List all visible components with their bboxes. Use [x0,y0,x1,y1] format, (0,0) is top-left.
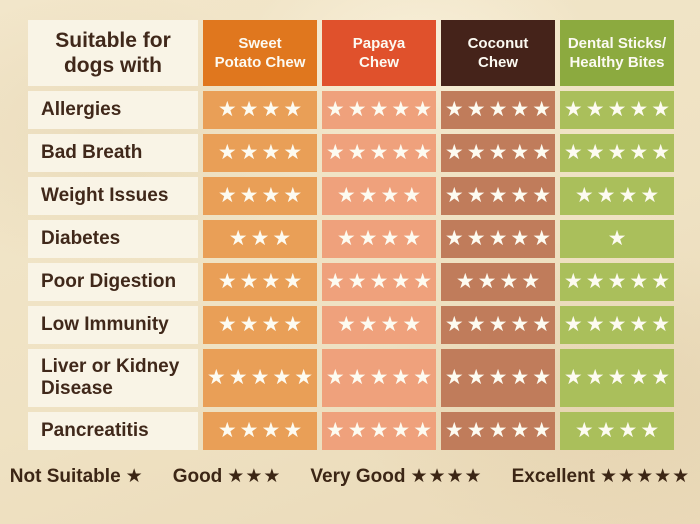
row-label: Allergies [28,91,198,129]
rating-cell-coconut-chew: ★★★★★ [441,220,555,258]
rating-cell-papaya-chew: ★★★★★ [322,91,436,129]
rating-cell-papaya-chew: ★★★★ [322,177,436,215]
star-rating: ★★★★ [217,417,306,442]
star-rating: ★★★★★ [563,139,674,164]
star-rating: ★ [607,225,630,250]
star-rating: ★★★★ [217,96,306,121]
legend-stars: ★★★★★ [600,464,691,487]
rating-cell-dental-sticks-healthy-bites: ★★★★ [560,412,674,450]
rating-cell-dental-sticks-healthy-bites: ★★★★★ [560,263,674,301]
star-rating: ★★★★★ [325,364,436,389]
rating-cell-sweet-potato-chew: ★★★ [203,220,317,258]
star-rating: ★★★★★ [325,268,436,293]
rating-cell-papaya-chew: ★★★★★ [322,349,436,407]
rating-cell-sweet-potato-chew: ★★★★ [203,177,317,215]
star-rating: ★★★★★ [563,268,674,293]
rating-cell-coconut-chew: ★★★★★ [441,349,555,407]
star-rating: ★★★★★ [444,417,555,442]
rating-cell-coconut-chew: ★★★★★ [441,134,555,172]
legend-stars: ★★★ [227,464,282,487]
legend-label: Excellent [511,466,596,487]
rating-cell-dental-sticks-healthy-bites: ★★★★★ [560,306,674,344]
legend-item: Good ★★★ [173,466,282,488]
star-rating: ★★★★ [455,268,544,293]
star-rating: ★★★★ [574,417,663,442]
star-rating: ★★★★ [336,311,425,336]
rating-cell-sweet-potato-chew: ★★★★ [203,412,317,450]
rating-cell-coconut-chew: ★★★★★ [441,91,555,129]
legend-item: Very Good ★★★★ [310,466,482,488]
rating-cell-dental-sticks-healthy-bites: ★★★★★ [560,91,674,129]
legend-label: Very Good [310,466,406,487]
star-rating: ★★★★★ [444,311,555,336]
rating-cell-papaya-chew: ★★★★ [322,220,436,258]
star-rating: ★★★★ [217,268,306,293]
star-rating: ★★★★ [336,182,425,207]
rating-cell-papaya-chew: ★★★★★ [322,412,436,450]
rating-cell-sweet-potato-chew: ★★★★ [203,91,317,129]
star-rating: ★★★★★ [325,139,436,164]
rating-cell-dental-sticks-healthy-bites: ★★★★★ [560,134,674,172]
star-rating: ★★★★★ [325,96,436,121]
star-rating: ★★★★ [217,139,306,164]
row-label: Poor Digestion [28,263,198,301]
rating-cell-sweet-potato-chew: ★★★★★ [203,349,317,407]
star-rating: ★★★★★ [444,96,555,121]
rating-cell-coconut-chew: ★★★★★ [441,412,555,450]
star-rating: ★★★★ [217,311,306,336]
legend-label: Not Suitable [9,466,121,487]
table-title: Suitable for dogs with [28,20,198,86]
star-rating: ★★★★★ [444,364,555,389]
legend-stars: ★★★★ [410,464,483,487]
column-header-coconut-chew: Coconut Chew [441,20,555,86]
legend-item: Not Suitable ★ [10,466,144,488]
rating-cell-coconut-chew: ★★★★★ [441,306,555,344]
star-rating: ★★★★★ [563,364,674,389]
row-label: Liver or Kidney Disease [28,349,198,407]
row-label: Pancreatitis [28,412,198,450]
star-rating: ★★★ [228,225,295,250]
column-header-dental-sticks-healthy-bites: Dental Sticks/ Healthy Bites [560,20,674,86]
comparison-table: Suitable for dogs with Sweet Potato Chew… [28,20,674,450]
rating-cell-dental-sticks-healthy-bites: ★★★★ [560,177,674,215]
star-rating: ★★★★★ [444,225,555,250]
rating-cell-sweet-potato-chew: ★★★★ [203,134,317,172]
star-rating: ★★★★★ [563,96,674,121]
column-header-papaya-chew: Papaya Chew [322,20,436,86]
star-rating: ★★★★★ [206,364,317,389]
rating-cell-papaya-chew: ★★★★★ [322,134,436,172]
star-rating: ★★★★ [217,182,306,207]
rating-cell-sweet-potato-chew: ★★★★ [203,306,317,344]
row-label: Weight Issues [28,177,198,215]
star-rating: ★★★★★ [444,182,555,207]
column-header-sweet-potato-chew: Sweet Potato Chew [203,20,317,86]
star-rating: ★★★★★ [325,417,436,442]
rating-cell-dental-sticks-healthy-bites: ★★★★★ [560,349,674,407]
rating-legend: Not Suitable ★ Good ★★★ Very Good ★★★★ Excelle… [0,466,700,488]
rating-cell-papaya-chew: ★★★★★ [322,263,436,301]
star-rating: ★★★★★ [444,139,555,164]
rating-cell-coconut-chew: ★★★★★ [441,177,555,215]
rating-cell-coconut-chew: ★★★★ [441,263,555,301]
legend-stars: ★ [125,464,144,487]
legend-label: Good [172,466,223,487]
rating-cell-sweet-potato-chew: ★★★★ [203,263,317,301]
legend-item: Excellent ★★★★★ [512,466,691,488]
rating-cell-dental-sticks-healthy-bites: ★ [560,220,674,258]
star-rating: ★★★★ [574,182,663,207]
row-label: Bad Breath [28,134,198,172]
star-rating: ★★★★★ [563,311,674,336]
row-label: Low Immunity [28,306,198,344]
rating-cell-papaya-chew: ★★★★ [322,306,436,344]
row-label: Diabetes [28,220,198,258]
star-rating: ★★★★ [336,225,425,250]
